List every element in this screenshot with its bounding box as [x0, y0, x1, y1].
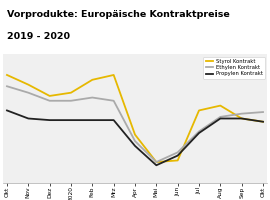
Text: © 2020 Kunststoff Information, Bad Homburg - www.kiweb.de: © 2020 Kunststoff Information, Bad Hombu…	[5, 190, 157, 195]
Text: Vorprodukte: Europäische Kontraktpreise: Vorprodukte: Europäische Kontraktpreise	[7, 10, 230, 19]
Text: 2019 - 2020: 2019 - 2020	[7, 32, 70, 41]
Legend: Styrol Kontrakt, Ethylen Kontrakt, Propylen Kontrakt: Styrol Kontrakt, Ethylen Kontrakt, Propy…	[203, 57, 265, 78]
